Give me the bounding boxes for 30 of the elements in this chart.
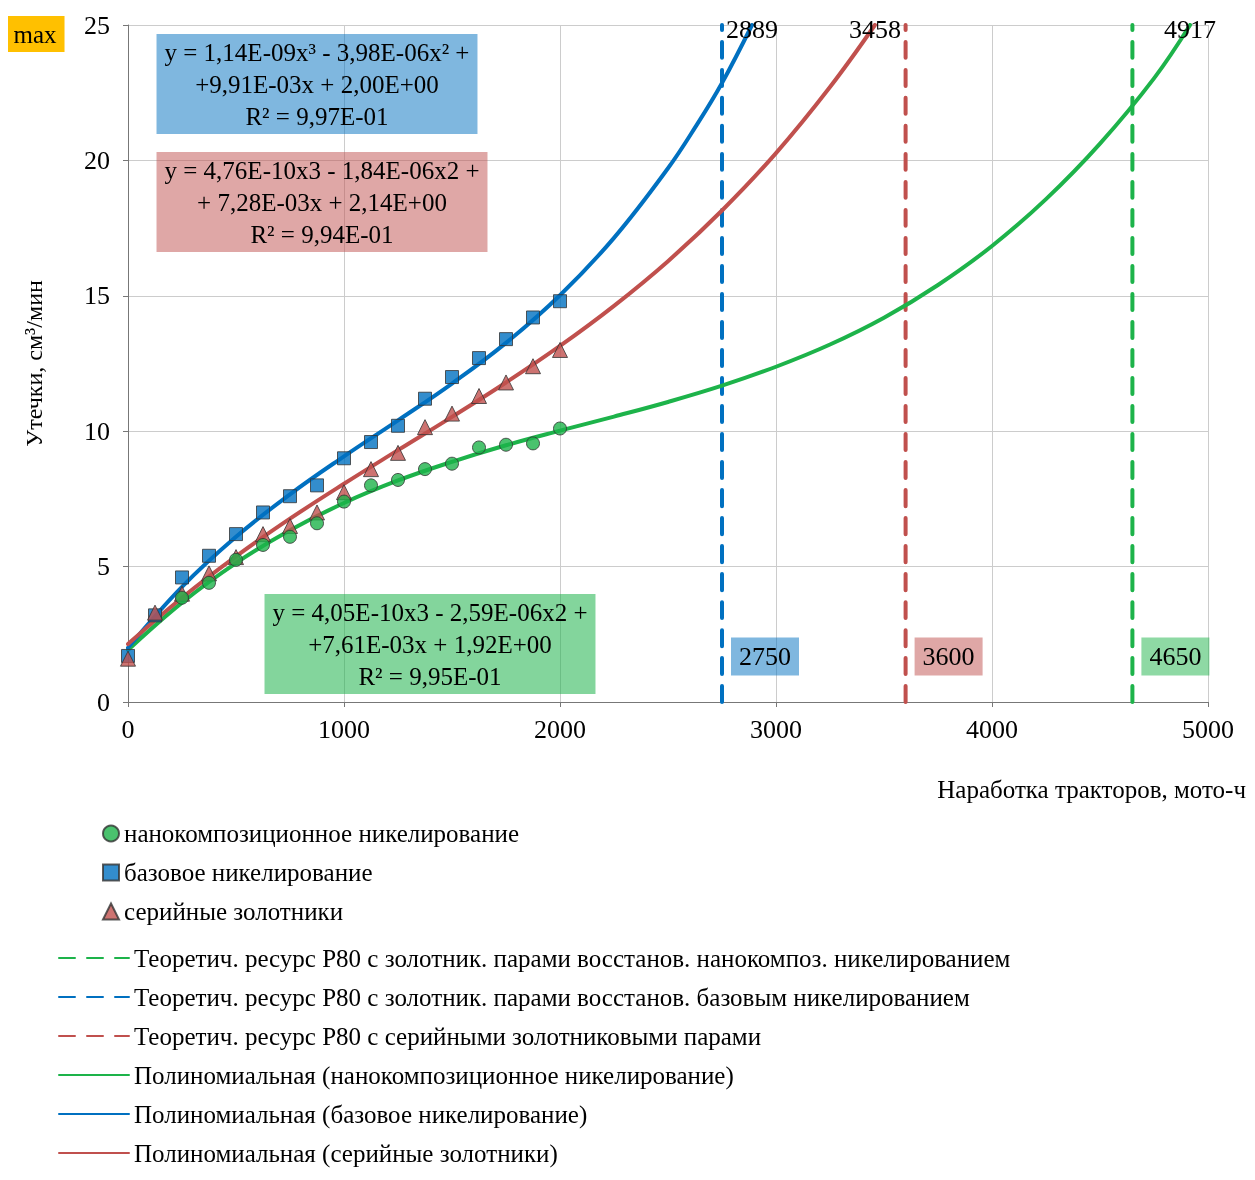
x-tick-label: 4000 [966, 714, 1018, 744]
annotation: y = 4,05E-10x3 - 2,59E-06x2 + +7,61E-03x + 1,92E+00 R² = 9,95E-01 [272, 598, 588, 690]
x-tick-label: 0 [121, 714, 135, 744]
text: max [13, 20, 58, 48]
y-tick-label: 15 [84, 281, 110, 311]
legend-label: нанокомпозиционное никелирование [124, 820, 520, 847]
legend-label: Полиномиальная (базовое никелирование) [134, 1100, 588, 1129]
y-tick-label: 0 [97, 687, 110, 717]
legend-label: Теоретич. ресурс Р80 с золотник. парами восстанов. нанокомпоз. никелированием [134, 944, 1011, 972]
legend-label: серийные золотники [124, 898, 344, 925]
x-tick-label: 3000 [750, 714, 802, 744]
x-tick-label: 2000 [534, 714, 586, 744]
x-tick-label: 5000 [1182, 714, 1234, 744]
legend-label: Теоретич. ресурс Р80 с золотник. парами восстанов. базовым никелированием [134, 983, 970, 1011]
y-axis-title: Утечки, см³/мин [21, 280, 47, 447]
annotation: y = 1,14E-09x³ - 3,98E-06x² + +9,91E-03x + 2,00E+00 R² = 9,97E-01 [164, 38, 470, 130]
x-tick-label: 1000 [318, 714, 370, 744]
legend-label: Полиномиальная (нанокомпозиционное никелирование) [134, 1061, 734, 1090]
legend-label: Полиномиальная (серийные золотники) [134, 1139, 558, 1168]
annotation: 2750 [739, 641, 791, 671]
annotation: 4650 [1149, 641, 1202, 671]
y-tick-label: 5 [97, 552, 110, 582]
y-tick-label: 25 [84, 10, 110, 40]
y-tick-label: 20 [84, 145, 110, 175]
x-axis-title: Наработка тракторов, мото-ч [937, 775, 1246, 803]
y-tick-label: 10 [84, 416, 110, 446]
annotation: 3600 [922, 641, 975, 671]
legend-label: Теоретич. ресурс Р80 с серийными золотниковыми парами [134, 1022, 762, 1050]
annotation: y = 4,76E-10x3 - 1,84E-06x2 + + 7,28E-03x + 2,14E+00 R² = 9,94E-01 [164, 156, 480, 248]
legend-label: базовое никелирование [124, 859, 373, 886]
